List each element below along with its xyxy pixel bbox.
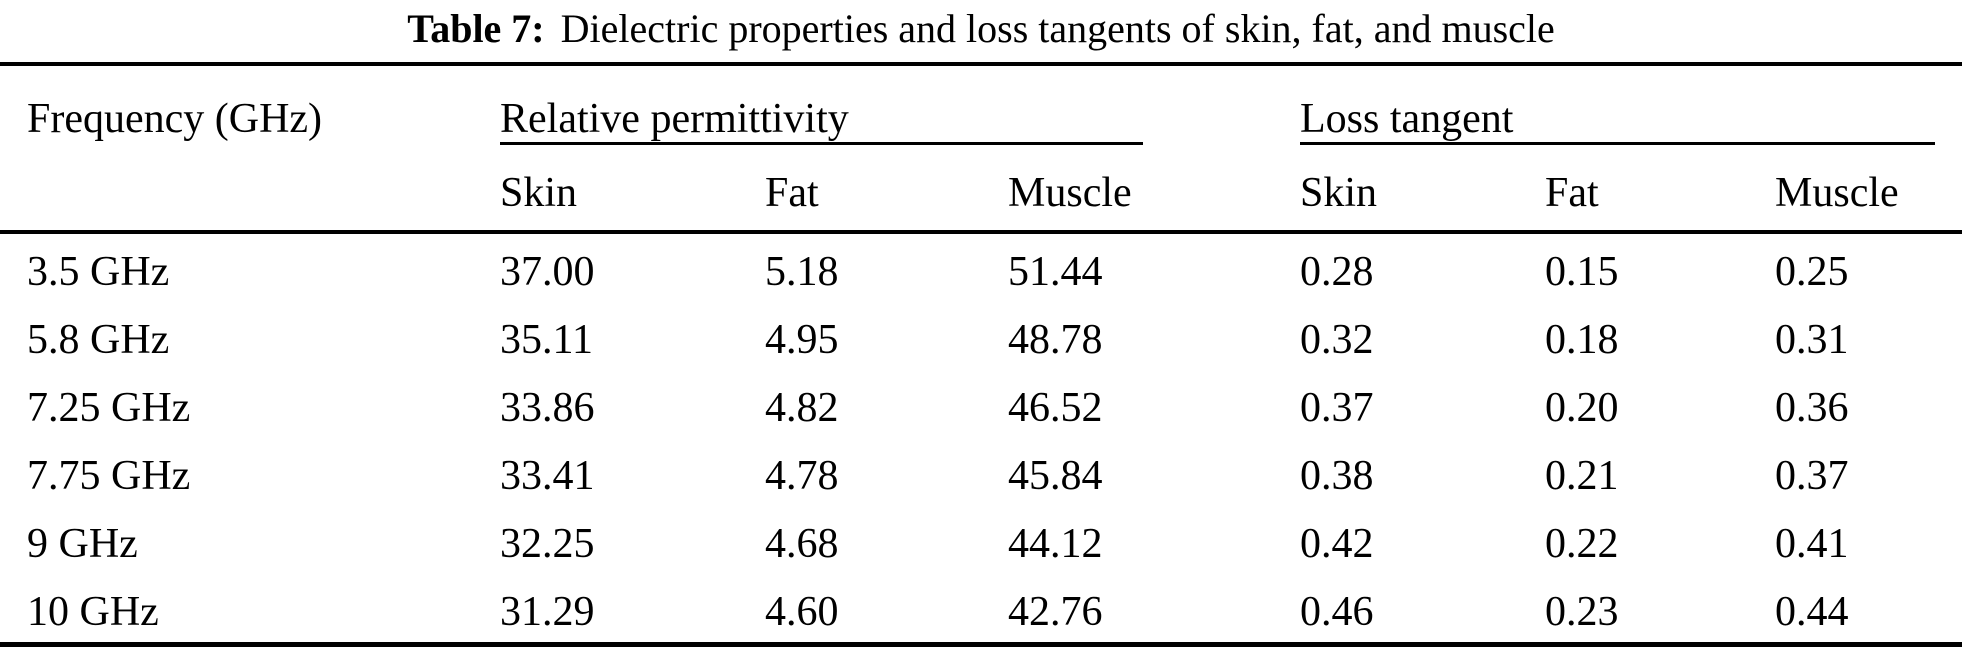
cell-lt-muscle: 0.31 xyxy=(1775,317,1849,363)
sub-header-lt-skin: Skin xyxy=(1300,169,1378,216)
cell-lt-muscle: 0.25 xyxy=(1775,249,1849,295)
relative-permittivity-underline xyxy=(500,142,1300,145)
cell-lt-muscle: 0.37 xyxy=(1775,453,1849,499)
row-frequency: 7.75 GHz xyxy=(27,453,191,499)
cell-rp-muscle: 42.76 xyxy=(1008,589,1103,635)
sub-header-lt-fat: Fat xyxy=(1545,169,1599,216)
cell-rp-fat: 4.78 xyxy=(765,453,839,499)
sub-header-row: Skin Fat Muscle Skin Fat Muscle xyxy=(0,145,1962,230)
table-row: 7.75 GHz 33.41 4.78 45.84 0.38 0.21 0.37 xyxy=(0,438,1962,506)
cell-lt-fat: 0.18 xyxy=(1545,317,1619,363)
cell-lt-skin: 0.42 xyxy=(1300,521,1374,567)
bottom-rule xyxy=(0,642,1962,647)
table-row: 9 GHz 32.25 4.68 44.12 0.42 0.22 0.41 xyxy=(0,506,1962,574)
row-frequency: 9 GHz xyxy=(27,521,138,567)
group-underline-row xyxy=(0,142,1962,145)
sub-header-lt-muscle: Muscle xyxy=(1775,169,1899,216)
cell-rp-skin: 31.29 xyxy=(500,589,595,635)
cell-lt-skin: 0.37 xyxy=(1300,385,1374,431)
cell-lt-skin: 0.28 xyxy=(1300,249,1374,295)
top-rule xyxy=(0,62,1962,66)
cell-rp-fat: 4.82 xyxy=(765,385,839,431)
table-row: 3.5 GHz 37.00 5.18 51.44 0.28 0.15 0.25 xyxy=(0,234,1962,302)
cell-rp-muscle: 45.84 xyxy=(1008,453,1103,499)
cell-lt-muscle: 0.44 xyxy=(1775,589,1849,635)
sub-header-rp-fat: Fat xyxy=(765,169,819,216)
cell-rp-skin: 32.25 xyxy=(500,521,595,567)
cell-lt-fat: 0.22 xyxy=(1545,521,1619,567)
cell-rp-skin: 33.41 xyxy=(500,453,595,499)
sub-header-rp-muscle: Muscle xyxy=(1008,169,1132,216)
group-header-row: Frequency (GHz) Relative permittivity Lo… xyxy=(0,66,1962,142)
table-caption-number: Table 7: xyxy=(407,6,545,51)
table-row: 10 GHz 31.29 4.60 42.76 0.46 0.23 0.44 xyxy=(0,574,1962,642)
row-frequency: 5.8 GHz xyxy=(27,317,170,363)
cell-lt-fat: 0.15 xyxy=(1545,249,1619,295)
column-header-frequency: Frequency (GHz) xyxy=(27,96,323,142)
mid-rule xyxy=(0,230,1962,234)
cell-rp-fat: 4.95 xyxy=(765,317,839,363)
cell-lt-fat: 0.20 xyxy=(1545,385,1619,431)
cell-lt-skin: 0.32 xyxy=(1300,317,1374,363)
column-group-loss-tangent: Loss tangent xyxy=(1300,96,1514,142)
table-caption: Table 7: Dielectric properties and loss t… xyxy=(0,0,1962,62)
cell-rp-muscle: 46.52 xyxy=(1008,385,1103,431)
cell-lt-fat: 0.21 xyxy=(1545,453,1619,499)
cell-rp-fat: 4.60 xyxy=(765,589,839,635)
cell-lt-muscle: 0.36 xyxy=(1775,385,1849,431)
table-caption-text: Dielectric properties and loss tangents … xyxy=(560,6,1555,51)
cell-lt-skin: 0.38 xyxy=(1300,453,1374,499)
cell-lt-skin: 0.46 xyxy=(1300,589,1374,635)
cell-rp-muscle: 48.78 xyxy=(1008,317,1103,363)
row-frequency: 10 GHz xyxy=(27,589,159,635)
loss-tangent-underline xyxy=(1300,142,1962,145)
cell-rp-fat: 5.18 xyxy=(765,249,839,295)
sub-header-empty xyxy=(0,145,500,230)
table-row: 7.25 GHz 33.86 4.82 46.52 0.37 0.20 0.36 xyxy=(0,370,1962,438)
row-frequency: 7.25 GHz xyxy=(27,385,191,431)
cell-rp-muscle: 44.12 xyxy=(1008,521,1103,567)
column-group-relative-permittivity: Relative permittivity xyxy=(500,96,849,142)
table-row: 5.8 GHz 35.11 4.95 48.78 0.32 0.18 0.31 xyxy=(0,302,1962,370)
cell-lt-fat: 0.23 xyxy=(1545,589,1619,635)
cell-rp-skin: 33.86 xyxy=(500,385,595,431)
cell-lt-muscle: 0.41 xyxy=(1775,521,1849,567)
cell-rp-skin: 35.11 xyxy=(500,317,593,363)
cell-rp-fat: 4.68 xyxy=(765,521,839,567)
row-frequency: 3.5 GHz xyxy=(27,249,170,295)
sub-header-rp-skin: Skin xyxy=(500,169,578,216)
cell-rp-muscle: 51.44 xyxy=(1008,249,1103,295)
cell-rp-skin: 37.00 xyxy=(500,249,595,295)
